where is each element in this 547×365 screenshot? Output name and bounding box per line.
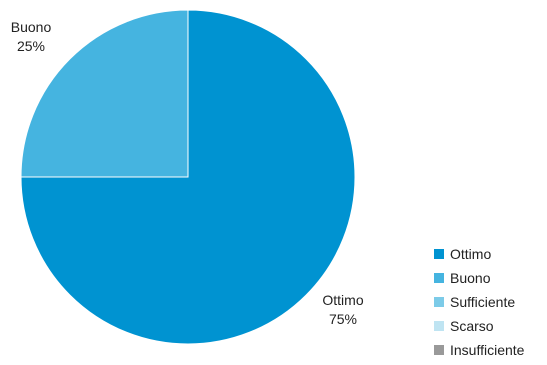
legend-label-buono: Buono [450,270,491,286]
slice-value-label: 25% [17,38,45,54]
slice-value-label: 75% [329,311,357,327]
pie-slice-labels: Ottimo 75% Buono 25% [11,19,364,327]
legend-swatch-ottimo [434,249,444,259]
slice-category-label: Buono [11,19,52,35]
slice-category-label: Ottimo [322,292,363,308]
pie-slice-buono [20,9,189,178]
legend-label-ottimo: Ottimo [450,246,491,262]
pie-slices [20,9,356,345]
legend-label-sufficiente: Sufficiente [450,294,515,310]
legend-label-insufficiente: Insufficiente [450,342,525,358]
legend-swatch-scarso [434,321,444,331]
pie-slice-ottimo [20,9,356,345]
legend-swatch-insufficiente [434,345,444,355]
legend-swatch-buono [434,273,444,283]
legend: Ottimo Buono Sufficiente Scarso Insufficient… [434,246,525,358]
legend-label-scarso: Scarso [450,318,494,334]
legend-swatch-sufficiente [434,297,444,307]
